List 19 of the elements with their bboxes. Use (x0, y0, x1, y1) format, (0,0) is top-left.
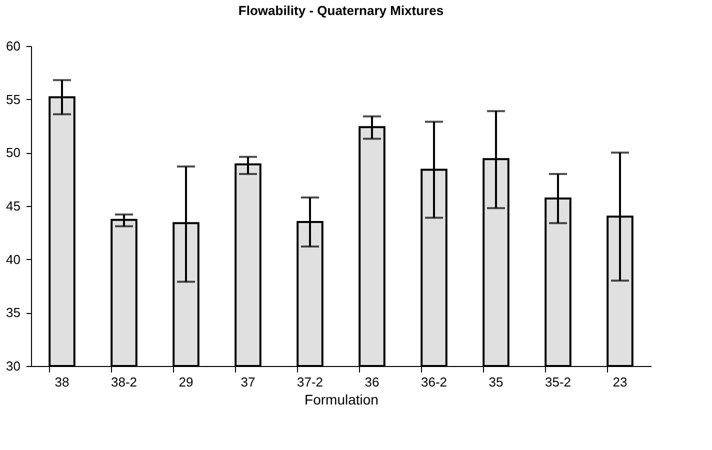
chart-title: Flowability - Quaternary Mixtures (238, 3, 444, 18)
x-tick-label: 38-2 (110, 374, 138, 390)
y-tick-label: 30 (6, 358, 20, 374)
x-tick-label: 29 (178, 374, 194, 390)
x-axis-title: Formulation (304, 392, 378, 408)
y-tick-label: 35 (6, 305, 20, 320)
x-tick-label: 37-2 (296, 374, 324, 390)
x-tick-label: 35 (488, 374, 504, 390)
x-tick-label: 36-2 (420, 374, 448, 390)
y-tick-label: 50 (6, 145, 20, 160)
y-tick-label: 60 (6, 38, 20, 54)
y-tick-label: 40 (6, 252, 20, 267)
x-tick-label: 23 (612, 374, 628, 390)
y-tick-label: 55 (6, 92, 20, 107)
x-tick-label: 35-2 (544, 374, 572, 390)
x-tick-label: 36 (364, 374, 380, 390)
x-tick-label: 37 (240, 374, 256, 390)
y-tick-label: 45 (6, 198, 20, 214)
x-tick-label: 38 (54, 374, 70, 390)
